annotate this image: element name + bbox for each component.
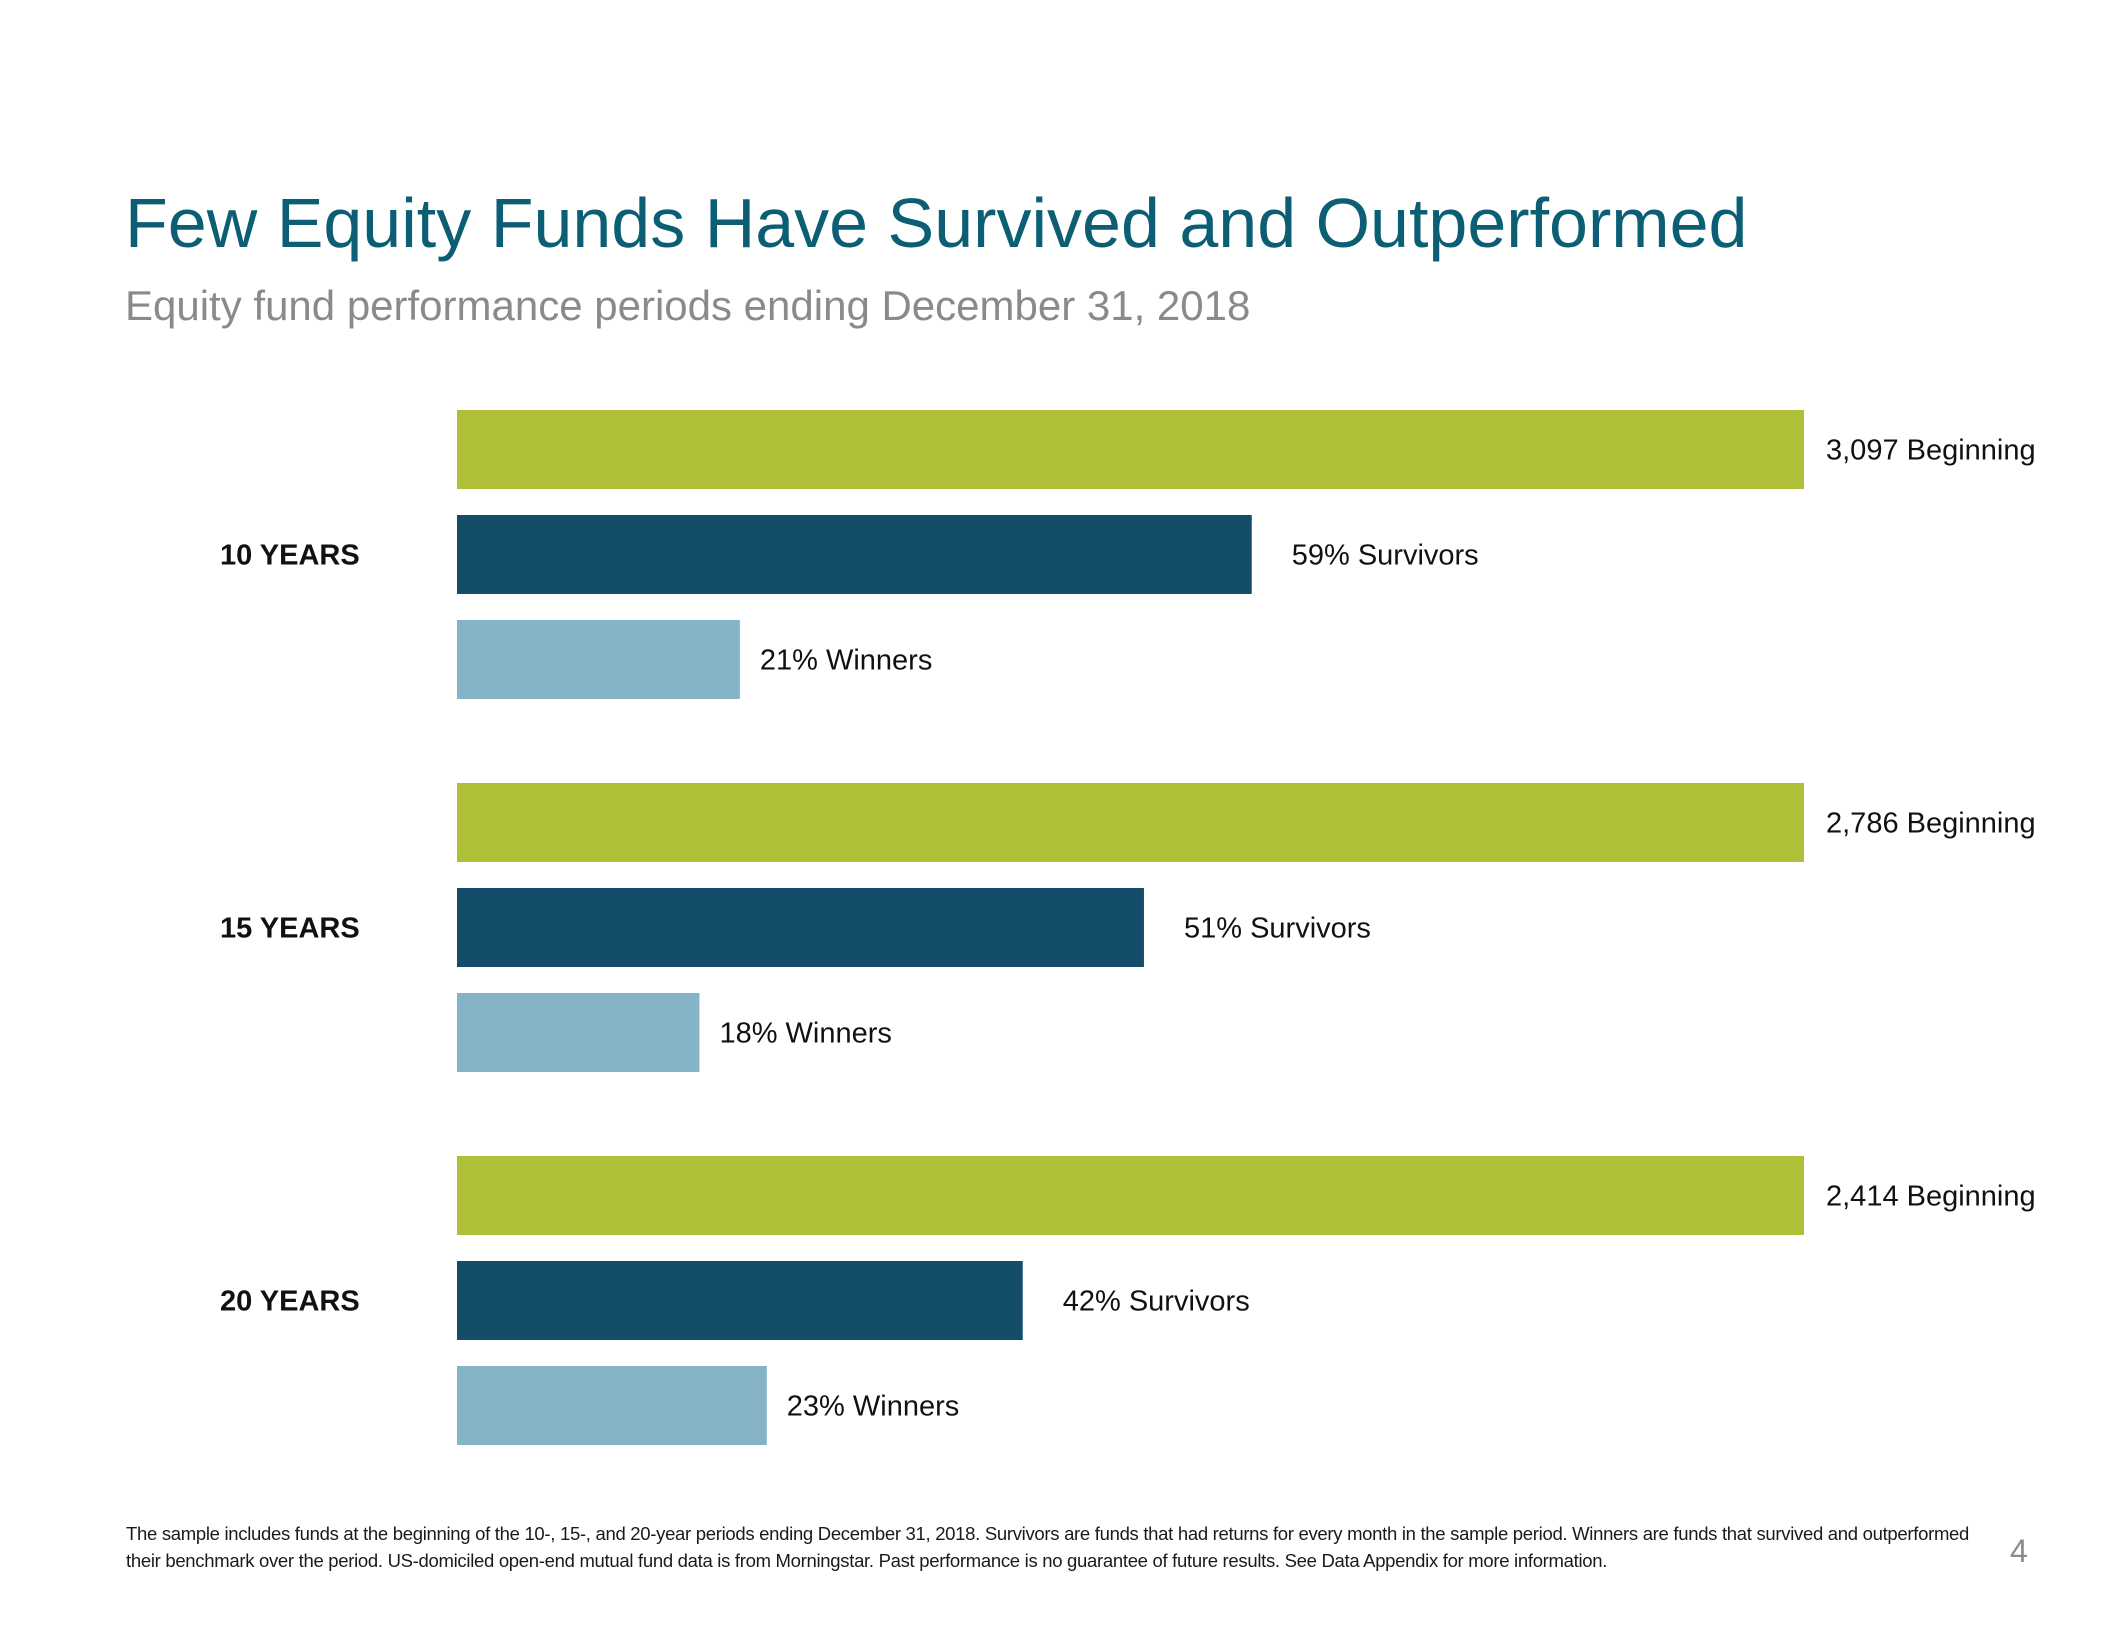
- bar-15-years-survivors: [457, 888, 1144, 967]
- category-label-10-years: 10 YEARS: [220, 540, 360, 572]
- data-label-15-years-beginning: 2,786 Beginning: [1826, 808, 2036, 840]
- category-label-20-years: 20 YEARS: [220, 1286, 360, 1318]
- bar-15-years-winners: [457, 993, 700, 1072]
- category-label-15-years: 15 YEARS: [220, 913, 360, 945]
- bar-10-years-survivors: [457, 515, 1252, 594]
- bar-20-years-beginning: [457, 1156, 1804, 1235]
- footnote: The sample includes funds at the beginni…: [126, 1523, 1970, 1571]
- data-label-10-years-survivors: 59% Survivors: [1292, 540, 1479, 572]
- bar-10-years-beginning: [457, 410, 1804, 489]
- data-label-10-years-winners: 21% Winners: [760, 645, 932, 677]
- slide-title: Few Equity Funds Have Survived and Outpe…: [125, 184, 1748, 262]
- data-label-10-years-beginning: 3,097 Beginning: [1826, 435, 2036, 467]
- bar-20-years-winners: [457, 1366, 767, 1445]
- slide-subtitle: Equity fund performance periods ending D…: [125, 282, 1251, 329]
- data-label-15-years-winners: 18% Winners: [719, 1018, 891, 1050]
- page-number: 4: [2010, 1533, 2028, 1569]
- bar-10-years-winners: [457, 620, 740, 699]
- data-label-20-years-survivors: 42% Survivors: [1063, 1286, 1250, 1318]
- data-label-15-years-survivors: 51% Survivors: [1184, 913, 1371, 945]
- data-label-20-years-winners: 23% Winners: [787, 1391, 959, 1423]
- bar-20-years-survivors: [457, 1261, 1023, 1340]
- data-label-20-years-beginning: 2,414 Beginning: [1826, 1181, 2036, 1213]
- bar-15-years-beginning: [457, 783, 1804, 862]
